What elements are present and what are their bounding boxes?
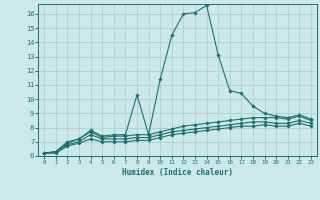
X-axis label: Humidex (Indice chaleur): Humidex (Indice chaleur) — [122, 168, 233, 177]
